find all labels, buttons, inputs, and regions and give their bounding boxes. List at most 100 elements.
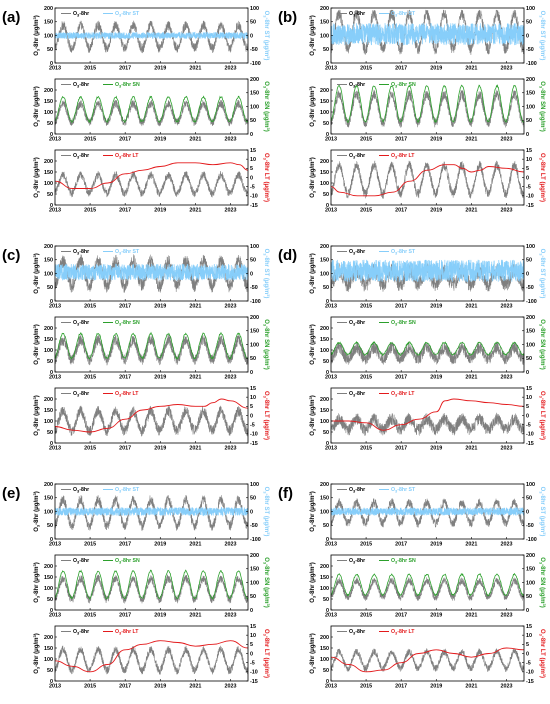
left-tick-label: 100 [320,271,329,277]
x-tick-label: 2013 [325,446,337,452]
x-tick-label: 2015 [360,684,372,690]
right-axis-title: O3-8hr SN (μg/m3) [539,319,548,369]
right-axis-title: O3-8hr LT (μg/m3) [539,629,548,678]
st-series-line [54,31,249,40]
left-axis-title-part-3: -8hr (μg/m [34,637,40,666]
left-tick-label: 50 [47,668,53,674]
legend-component-label-part-2: 3 [119,251,122,256]
legend-observed-label-part-2: 3 [353,322,356,327]
x-tick-label: 2017 [395,137,407,143]
x-tick-label: 2023 [224,542,236,548]
legend-component-label-part-2: 3 [395,489,398,494]
legend-component-label-part-3: -8hr SN [397,558,416,564]
legend-component-label: O3-8hr ST [391,11,416,18]
legend-component-label: O3-8hr SN [391,320,416,327]
left-axis-title-part-2: 3 [312,595,317,598]
right-tick-label: 0 [526,413,529,419]
left-axis-title: O3-8hr (μg/m3) [32,324,41,364]
legend-observed-label-part-2: 3 [77,84,80,89]
x-tick-label: 2019 [154,446,166,452]
legend-component-label-part-1: O [115,249,119,255]
legend-component-label-part-2: 3 [119,322,122,327]
observed-series-line [54,645,249,676]
left-tick-label: 0 [326,441,329,447]
right-tick-label: -10 [250,670,258,676]
x-tick-label: 2017 [395,684,407,690]
left-axis-title-part-4: 3 [308,87,313,90]
observed-series-line [54,405,249,437]
x-tick-label: 2019 [430,208,442,214]
left-axis-title-part-2: 3 [312,119,317,122]
right-tick-label: 50 [526,356,532,362]
right-tick-label: -100 [526,537,537,543]
left-tick-label: 100 [44,419,53,425]
x-tick-label: 2023 [500,304,512,310]
left-axis-title-part-2: 3 [312,48,317,51]
x-tick-label: 2021 [465,446,477,452]
sn-series-line [330,340,525,357]
right-axis-title-part-2: 3 [539,396,544,399]
left-tick-label: 100 [320,348,329,354]
observed-series-line [330,498,525,528]
left-axis-title-part-2: 3 [312,286,317,289]
x-tick-label: 2017 [395,446,407,452]
left-axis-title-part-1: O [310,51,316,56]
right-axis-title-part-5: ) [539,676,545,678]
right-axis-title-part-4: 3 [542,436,547,439]
x-tick-label: 2021 [465,137,477,143]
left-tick-label: 0 [326,537,329,543]
left-tick-label: 50 [47,192,53,198]
x-tick-label: 2019 [430,446,442,452]
left-tick-label: 100 [320,33,329,39]
left-tick-label: 0 [326,608,329,614]
left-axis-title-part-5: ) [34,324,40,326]
x-tick-label: 2017 [395,304,407,310]
legend-component-label: O3-8hr SN [115,558,140,565]
legend-component-label-part-1: O [391,558,395,564]
x-tick-label: 2019 [430,304,442,310]
x-tick-label: 2021 [189,542,201,548]
x-tick-label: 2023 [500,684,512,690]
left-axis-title: O3-8hr (μg/m3) [308,562,317,602]
left-tick-label: 150 [320,575,329,581]
left-axis-title: O3-8hr (μg/m3) [32,395,41,435]
st-series-line [54,506,249,517]
left-axis-title-part-5: ) [310,324,316,326]
left-tick-label: 200 [320,244,329,250]
st-series-line [330,259,525,283]
right-tick-label: 100 [250,342,259,348]
legend-component-label-part-1: O [391,629,395,635]
legend-observed-label-part-3: -8hr [79,11,89,17]
left-axis-title-part-2: 3 [36,357,41,360]
right-axis-title-part-2: 3 [263,396,268,399]
legend-component-label-part-2: 3 [395,393,398,398]
x-tick-label: 2015 [84,613,96,619]
subplot-st: 0 50 100 150 200 -100 -50 0 50 100 2013 2015 2017 201… [32,244,271,310]
legend-observed-label-part-3: -8hr [355,82,365,88]
left-axis-title-part-4: 3 [32,563,37,566]
legend-observed-label: O3-8hr [73,82,89,89]
left-axis-title-part-1: O [34,51,40,56]
right-axis-title: O3-8hr LT (μg/m3) [263,629,272,678]
left-axis-title-part-1: O [310,193,316,198]
legend-component-label-part-3: -8hr SN [121,558,140,564]
legend-observed-label-part-2: 3 [353,631,356,636]
right-axis-title-part-2: 3 [263,86,268,89]
x-tick-label: 2013 [325,613,337,619]
left-tick-label: 150 [44,337,53,343]
right-tick-label: 200 [250,77,259,83]
x-tick-label: 2019 [430,66,442,72]
x-tick-label: 2019 [154,542,166,548]
legend-observed-label-part-2: 3 [77,155,80,160]
legend-component-label-part-2: 3 [119,631,122,636]
right-axis-title-part-5: ) [263,296,269,298]
right-tick-label: 0 [526,509,529,515]
x-tick-label: 2023 [500,375,512,381]
right-tick-label: 150 [526,567,535,573]
subplot-lt: 0 50 100 150 200 -15 -10 -5 0 5 10 15 2013 2015 2017 20… [32,148,271,214]
left-tick-label: 100 [44,657,53,663]
left-axis-title-part-4: 3 [308,634,313,637]
